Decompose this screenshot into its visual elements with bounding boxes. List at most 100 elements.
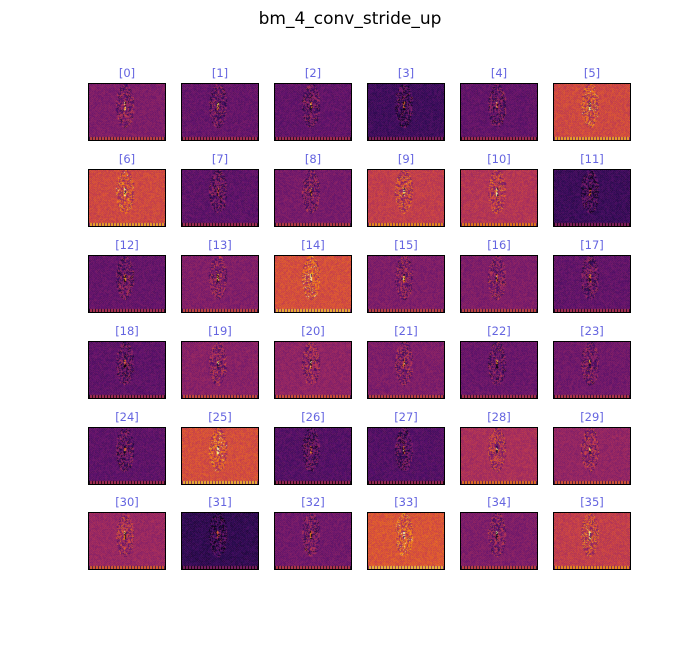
channel-cell: [5] — [553, 66, 631, 146]
feature-map-image — [275, 428, 351, 484]
channel-label: [26] — [301, 410, 325, 424]
feature-map-image — [89, 513, 165, 569]
channel-label: [22] — [487, 324, 511, 338]
feature-map-thumbnail — [274, 341, 352, 399]
feature-map-thumbnail — [181, 512, 259, 570]
feature-map-thumbnail — [460, 512, 538, 570]
channel-cell: [17] — [553, 238, 631, 318]
channel-cell: [21] — [367, 324, 445, 404]
feature-map-thumbnail — [367, 169, 445, 227]
feature-map-image — [554, 256, 630, 312]
channel-label: [30] — [115, 495, 139, 509]
channel-label: [12] — [115, 238, 139, 252]
feature-map-image — [554, 84, 630, 140]
feature-map-thumbnail — [367, 341, 445, 399]
feature-map-image — [368, 428, 444, 484]
channel-label: [15] — [394, 238, 418, 252]
figure-title: bm_4_conv_stride_up — [258, 9, 442, 29]
channel-cell: [8] — [274, 152, 352, 232]
feature-map-image — [275, 342, 351, 398]
channel-cell: [26] — [274, 410, 352, 490]
feature-map-thumbnail — [274, 512, 352, 570]
feature-map-thumbnail — [553, 83, 631, 141]
channel-cell: [3] — [367, 66, 445, 146]
feature-map-thumbnail — [460, 427, 538, 485]
feature-map-image — [461, 428, 537, 484]
feature-map-thumbnail — [181, 83, 259, 141]
feature-map-image — [461, 342, 537, 398]
feature-map-thumbnail — [274, 169, 352, 227]
feature-map-image — [554, 342, 630, 398]
channel-cell: [33] — [367, 495, 445, 575]
feature-map-image — [461, 84, 537, 140]
channel-cell: [30] — [88, 495, 166, 575]
channel-label: [19] — [208, 324, 232, 338]
channel-cell: [16] — [460, 238, 538, 318]
channel-cell: [28] — [460, 410, 538, 490]
feature-map-thumbnail — [553, 341, 631, 399]
channel-label: [10] — [487, 152, 511, 166]
channel-label: [8] — [304, 152, 322, 166]
channel-cell: [20] — [274, 324, 352, 404]
channel-label: [0] — [118, 66, 136, 80]
channel-label: [34] — [487, 495, 511, 509]
channel-label: [18] — [115, 324, 139, 338]
channel-cell: [9] — [367, 152, 445, 232]
channel-cell: [34] — [460, 495, 538, 575]
feature-map-thumbnail — [88, 255, 166, 313]
feature-map-image — [554, 428, 630, 484]
channel-cell: [22] — [460, 324, 538, 404]
channel-cell: [1] — [181, 66, 259, 146]
feature-map-image — [461, 170, 537, 226]
feature-map-image — [89, 428, 165, 484]
feature-map-thumbnail — [274, 427, 352, 485]
channel-label: [11] — [580, 152, 604, 166]
channel-cell: [15] — [367, 238, 445, 318]
channel-cell: [12] — [88, 238, 166, 318]
feature-map-image — [275, 513, 351, 569]
channel-cell: [23] — [553, 324, 631, 404]
channel-cell: [24] — [88, 410, 166, 490]
feature-map-image — [89, 342, 165, 398]
channel-label: [28] — [487, 410, 511, 424]
channel-cell: [14] — [274, 238, 352, 318]
channel-label: [7] — [211, 152, 229, 166]
feature-map-image — [182, 428, 258, 484]
feature-map-thumbnail — [553, 255, 631, 313]
channel-label: [20] — [301, 324, 325, 338]
channel-label: [35] — [580, 495, 604, 509]
channel-cell: [27] — [367, 410, 445, 490]
feature-map-image — [461, 256, 537, 312]
feature-map-image — [275, 256, 351, 312]
feature-map-thumbnail — [367, 255, 445, 313]
channel-cell: [7] — [181, 152, 259, 232]
feature-map-thumbnail — [181, 427, 259, 485]
channel-cell: [25] — [181, 410, 259, 490]
feature-map-thumbnail — [553, 512, 631, 570]
feature-map-thumbnail — [460, 169, 538, 227]
feature-map-image — [554, 513, 630, 569]
channel-label: [9] — [397, 152, 415, 166]
feature-map-thumbnail — [274, 83, 352, 141]
feature-map-thumbnail — [88, 512, 166, 570]
channel-label: [23] — [580, 324, 604, 338]
feature-map-thumbnail — [367, 427, 445, 485]
feature-map-thumbnail — [88, 427, 166, 485]
feature-map-thumbnail — [88, 341, 166, 399]
feature-map-thumbnail — [88, 169, 166, 227]
feature-map-image — [461, 513, 537, 569]
channel-cell: [32] — [274, 495, 352, 575]
channel-label: [33] — [394, 495, 418, 509]
channel-label: [21] — [394, 324, 418, 338]
feature-map-thumbnail — [367, 83, 445, 141]
feature-map-thumbnail — [460, 341, 538, 399]
feature-map-image — [554, 170, 630, 226]
feature-map-image — [368, 256, 444, 312]
feature-map-thumbnail — [460, 83, 538, 141]
channel-cell: [35] — [553, 495, 631, 575]
feature-map-thumbnail — [181, 169, 259, 227]
channel-cell: [11] — [553, 152, 631, 232]
feature-map-image — [182, 84, 258, 140]
feature-map-image — [368, 342, 444, 398]
feature-map-image — [182, 256, 258, 312]
